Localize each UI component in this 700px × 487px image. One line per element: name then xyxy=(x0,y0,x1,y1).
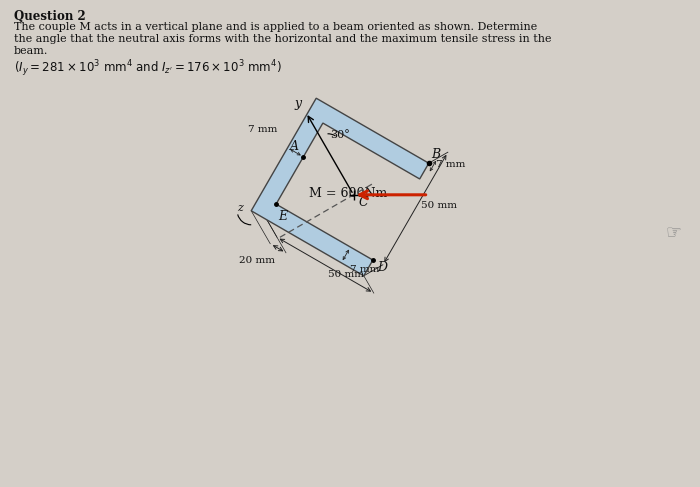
Text: E: E xyxy=(278,210,287,223)
Text: 7 mm: 7 mm xyxy=(350,265,379,274)
Text: ☞: ☞ xyxy=(665,223,681,241)
Text: $(I_y = 281 \times 10^3\ \mathrm{mm}^4\ \mathrm{and}\ I_{z'} = 176 \times 10^3\ : $(I_y = 281 \times 10^3\ \mathrm{mm}^4\ … xyxy=(14,58,281,78)
Text: A: A xyxy=(290,140,300,153)
Text: 7 mm: 7 mm xyxy=(436,160,466,169)
Text: B: B xyxy=(430,148,440,161)
Text: 7 mm: 7 mm xyxy=(248,125,278,134)
Text: C: C xyxy=(358,196,368,209)
Text: 20 mm: 20 mm xyxy=(239,256,275,265)
Text: 50 mm: 50 mm xyxy=(421,201,456,210)
Text: The couple M acts in a vertical plane and is applied to a beam oriented as shown: The couple M acts in a vertical plane an… xyxy=(14,22,538,32)
Polygon shape xyxy=(251,98,429,276)
Text: M = 600Nm: M = 600Nm xyxy=(309,187,387,200)
Text: y: y xyxy=(295,96,302,110)
Text: the angle that the neutral axis forms with the horizontal and the maximum tensil: the angle that the neutral axis forms wi… xyxy=(14,34,552,44)
Text: z: z xyxy=(237,203,243,213)
Text: 30°: 30° xyxy=(330,130,350,140)
Text: D: D xyxy=(377,261,387,274)
Text: beam.: beam. xyxy=(14,46,48,56)
Text: 50 mm: 50 mm xyxy=(328,270,365,279)
Text: Question 2: Question 2 xyxy=(14,10,85,23)
